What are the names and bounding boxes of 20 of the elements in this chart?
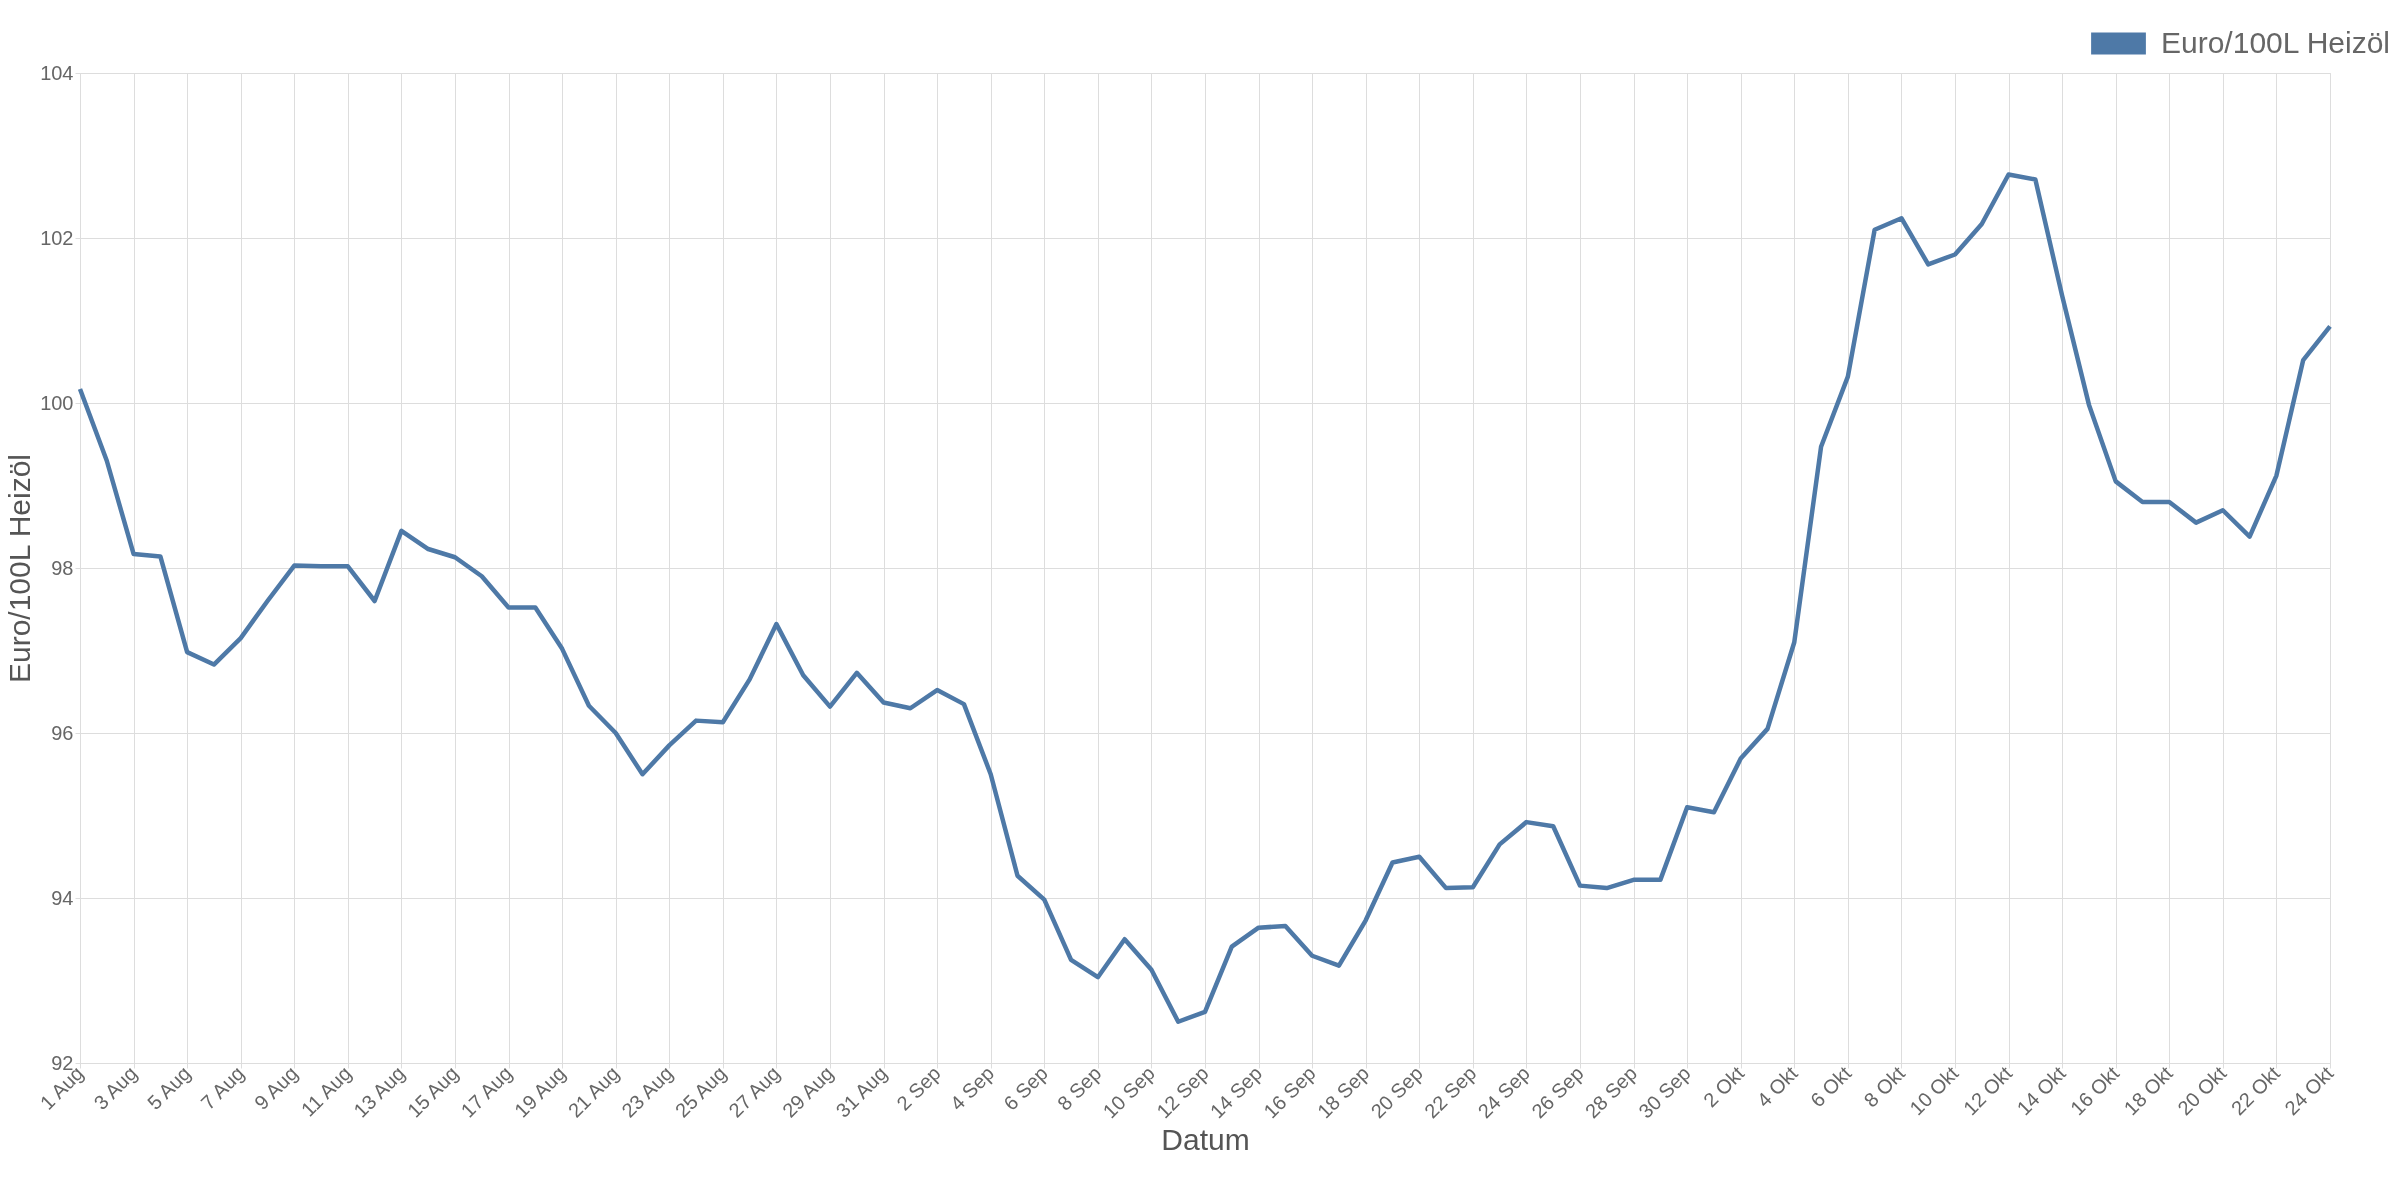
y-axis-title: Euro/100L Heizöl [3, 453, 37, 684]
x-tick-label: 7 Aug [196, 1062, 249, 1114]
y-tick-label: 98 [51, 556, 74, 579]
y-tick-label: 94 [51, 886, 74, 909]
x-tick-label: 6 Okt [1806, 1061, 1856, 1112]
x-tick-label: 3 Aug [89, 1062, 142, 1114]
x-axis-title: Datum [1161, 1123, 1250, 1157]
legend-label: Euro/100L Heizöl [2161, 25, 2391, 59]
x-tick-label: 2 Okt [1698, 1061, 1749, 1112]
x-tick-label: 5 Aug [142, 1062, 195, 1114]
y-tick-label: 102 [40, 226, 74, 249]
x-tick-label: 6 Sep [999, 1062, 1052, 1115]
x-tick-label: 9 Aug [250, 1062, 302, 1114]
x-tick-label: 2 Sep [892, 1062, 945, 1115]
x-tick-label: 4 Sep [945, 1062, 999, 1115]
line-series [77, 172, 2333, 1024]
y-tick-label: 104 [40, 61, 74, 84]
y-tick-label: 100 [40, 391, 74, 414]
x-tick-label: 4 Okt [1752, 1061, 1803, 1112]
y-tick-label: 96 [51, 721, 74, 744]
